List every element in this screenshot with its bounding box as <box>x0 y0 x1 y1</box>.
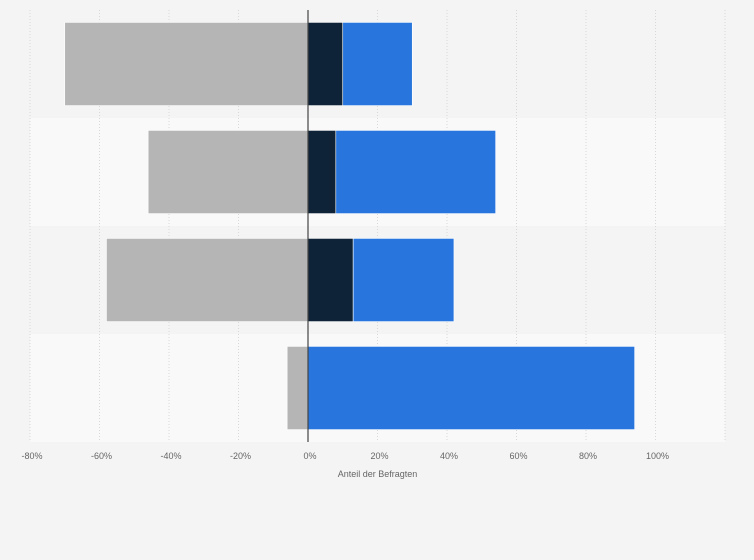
x-tick-label: 60% <box>509 451 527 461</box>
x-tick-label: -60% <box>91 451 112 461</box>
x-tick-label: 0% <box>303 451 316 461</box>
x-tick-label: -20% <box>230 451 251 461</box>
bar-segment-series-3-row-2 <box>335 130 496 214</box>
bar-segment-series-3-row-4 <box>307 346 635 430</box>
x-tick-label: 100% <box>646 451 669 461</box>
bar-segment-series-1-row-2 <box>147 130 309 214</box>
gridlines <box>29 10 726 442</box>
bar-segment-series-2-row-3 <box>307 238 354 322</box>
bar-segment-series-3-row-1 <box>342 22 413 106</box>
x-tick-label: 80% <box>579 451 597 461</box>
x-axis-title: Anteil der Befragten <box>338 469 418 479</box>
bar-segment-series-2-row-1 <box>307 22 344 106</box>
x-tick-label: -80% <box>21 451 42 461</box>
x-tick-label: 20% <box>370 451 388 461</box>
bar-segment-series-1-row-4 <box>286 346 309 430</box>
x-tick-label: -40% <box>160 451 181 461</box>
x-tick-label: 40% <box>440 451 458 461</box>
bar-segment-series-1-row-3 <box>106 238 309 322</box>
bar-segment-series-2-row-2 <box>307 130 337 214</box>
bar-segment-series-3-row-3 <box>352 238 455 322</box>
bars <box>64 22 635 430</box>
x-axis-ticks: -80% -60% -40% -20% 0% 20% 40% 60% 80% 100% <box>21 451 669 461</box>
bar-segment-series-1-row-1 <box>64 22 309 106</box>
